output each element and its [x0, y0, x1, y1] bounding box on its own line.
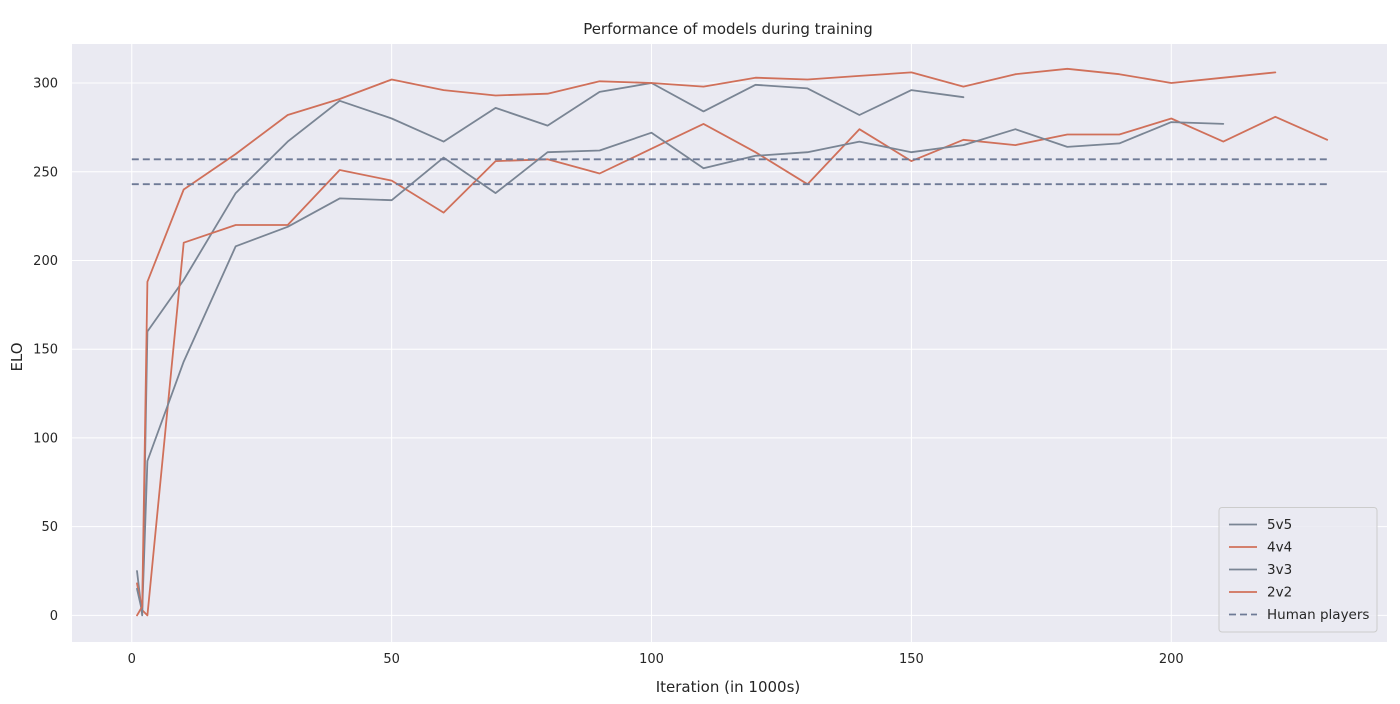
series-line-3v3 [136, 121, 1225, 613]
tick-labels: 0 50 100 150 200 0 50 100 150 200 250 300 [33, 77, 1184, 667]
series-lines [131, 67, 1329, 617]
y-tick-label: 50 [41, 520, 58, 535]
x-tick-label: 100 [639, 652, 664, 667]
y-axis-label: ELO [8, 342, 26, 371]
y-tick-label: 150 [33, 343, 58, 358]
series-line-2v2 [136, 67, 1277, 617]
plot-background [72, 44, 1387, 642]
x-tick-label: 150 [899, 652, 924, 667]
y-tick-label: 300 [33, 77, 58, 92]
legend-label: 2v2 [1267, 585, 1292, 601]
legend-label: 3v3 [1267, 562, 1292, 578]
x-axis-label: Iteration (in 1000s) [656, 678, 801, 696]
legend-label: 5v5 [1267, 517, 1292, 533]
x-tick-label: 0 [128, 652, 136, 667]
y-tick-label: 0 [50, 609, 58, 624]
series-line-5v5 [136, 82, 965, 617]
y-tick-label: 250 [33, 165, 58, 180]
x-tick-label: 200 [1159, 652, 1184, 667]
x-tick-label: 50 [383, 652, 400, 667]
y-tick-label: 200 [33, 254, 58, 269]
series-line-4v4 [136, 115, 1329, 617]
chart-title: Performance of models during training [583, 20, 873, 38]
legend-label: Human players [1267, 607, 1369, 623]
legend-label: 4v4 [1267, 540, 1292, 556]
grid [72, 44, 1387, 642]
legend: 5v5 4v4 3v3 2v2 Human players [1218, 507, 1378, 633]
y-tick-label: 100 [33, 431, 58, 446]
legend-box [1218, 507, 1378, 633]
